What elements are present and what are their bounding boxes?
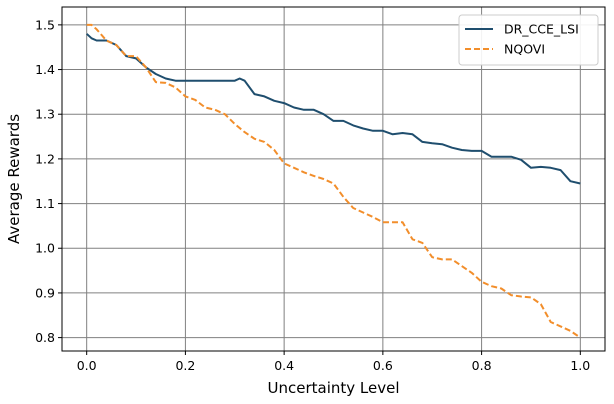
y-tick-label: 1.0 (35, 241, 55, 256)
series-line-dr-cce-lsi (86, 33, 581, 185)
y-tick-label: 1.2 (35, 151, 55, 166)
legend-entry-label: DR_CCE_LSI (504, 22, 579, 37)
x-tick-label: 0.6 (373, 358, 393, 373)
series-lines (86, 23, 581, 339)
y-axis-ticks: 0.8 0.9 1.0 1.1 1.2 1.3 1.4 1.5 (35, 17, 62, 345)
y-tick-label: 1.1 (35, 196, 55, 211)
y-tick-label: 1.5 (35, 17, 55, 32)
x-tick-label: 0.0 (77, 358, 97, 373)
series-line-nqovi (86, 23, 581, 339)
plot-frame (61, 6, 606, 352)
x-tick-label: 1.0 (570, 358, 590, 373)
x-axis-ticks: 0.0 0.2 0.4 0.6 0.8 1.0 (77, 351, 590, 373)
y-axis-label: Average Rewards (5, 114, 23, 244)
y-tick-label: 0.9 (35, 285, 55, 300)
x-axis-label: Uncertainty Level (268, 379, 400, 397)
x-tick-label: 0.8 (472, 358, 492, 373)
y-tick-label: 1.4 (35, 62, 55, 77)
y-tick-label: 0.8 (35, 330, 55, 345)
legend-entry-label: NQOVI (504, 42, 545, 57)
x-tick-label: 0.4 (274, 358, 294, 373)
legend-box (458, 14, 599, 66)
y-tick-label: 1.3 (35, 107, 55, 122)
legend: DR_CCE_LSI NQOVI (458, 14, 599, 66)
x-tick-label: 0.2 (175, 358, 195, 373)
